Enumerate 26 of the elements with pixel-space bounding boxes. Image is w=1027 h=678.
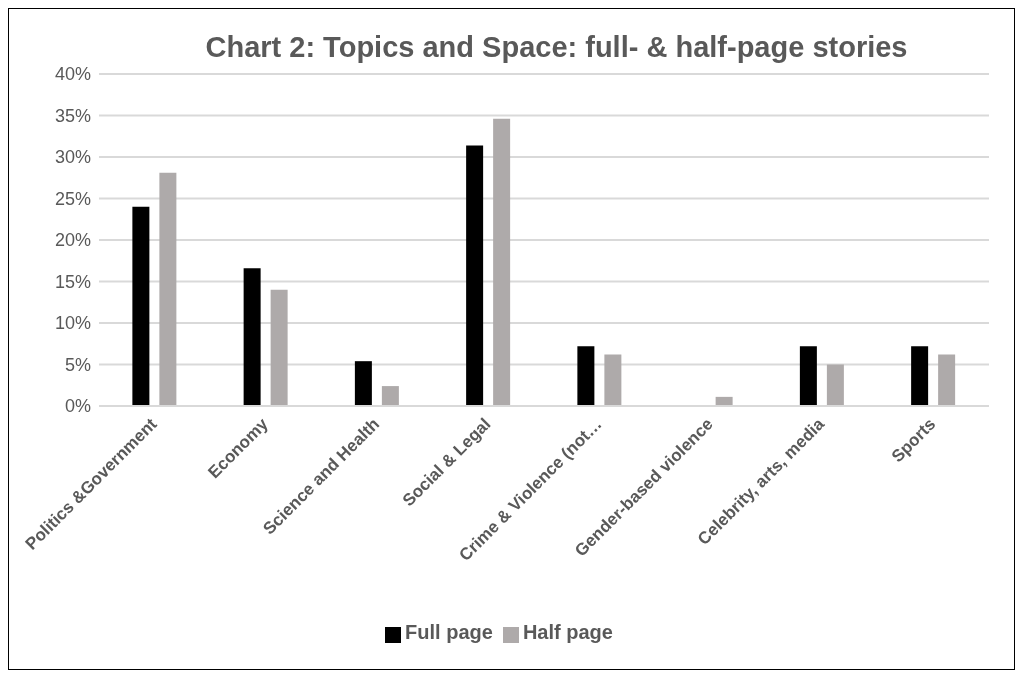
bar	[799, 346, 817, 406]
y-tick-label: 0%	[64, 396, 91, 417]
y-tick-label: 40%	[54, 64, 91, 85]
bar	[381, 386, 399, 406]
chart-title: Chart 2: Topics and Space: full- & half-page stories	[204, 31, 909, 64]
y-tick-label: 5%	[64, 354, 91, 375]
bar	[132, 206, 150, 406]
bar	[243, 268, 261, 406]
bar	[159, 172, 177, 406]
bar	[604, 354, 622, 406]
bar	[577, 346, 595, 406]
y-tick-label: 15%	[54, 271, 91, 292]
bar	[270, 289, 288, 406]
bar	[493, 118, 511, 406]
bar	[354, 361, 372, 406]
legend-label: Full page	[405, 621, 493, 643]
y-tick-label: 20%	[54, 230, 91, 251]
y-tick-label: 30%	[54, 147, 91, 168]
bar	[826, 364, 844, 406]
y-tick-label: 35%	[54, 105, 91, 126]
bar	[938, 354, 956, 406]
bar	[911, 346, 929, 406]
y-tick-label: 10%	[54, 313, 91, 334]
legend-label: Half page	[522, 621, 613, 643]
y-tick-label: 25%	[54, 188, 91, 209]
bar	[466, 145, 484, 406]
